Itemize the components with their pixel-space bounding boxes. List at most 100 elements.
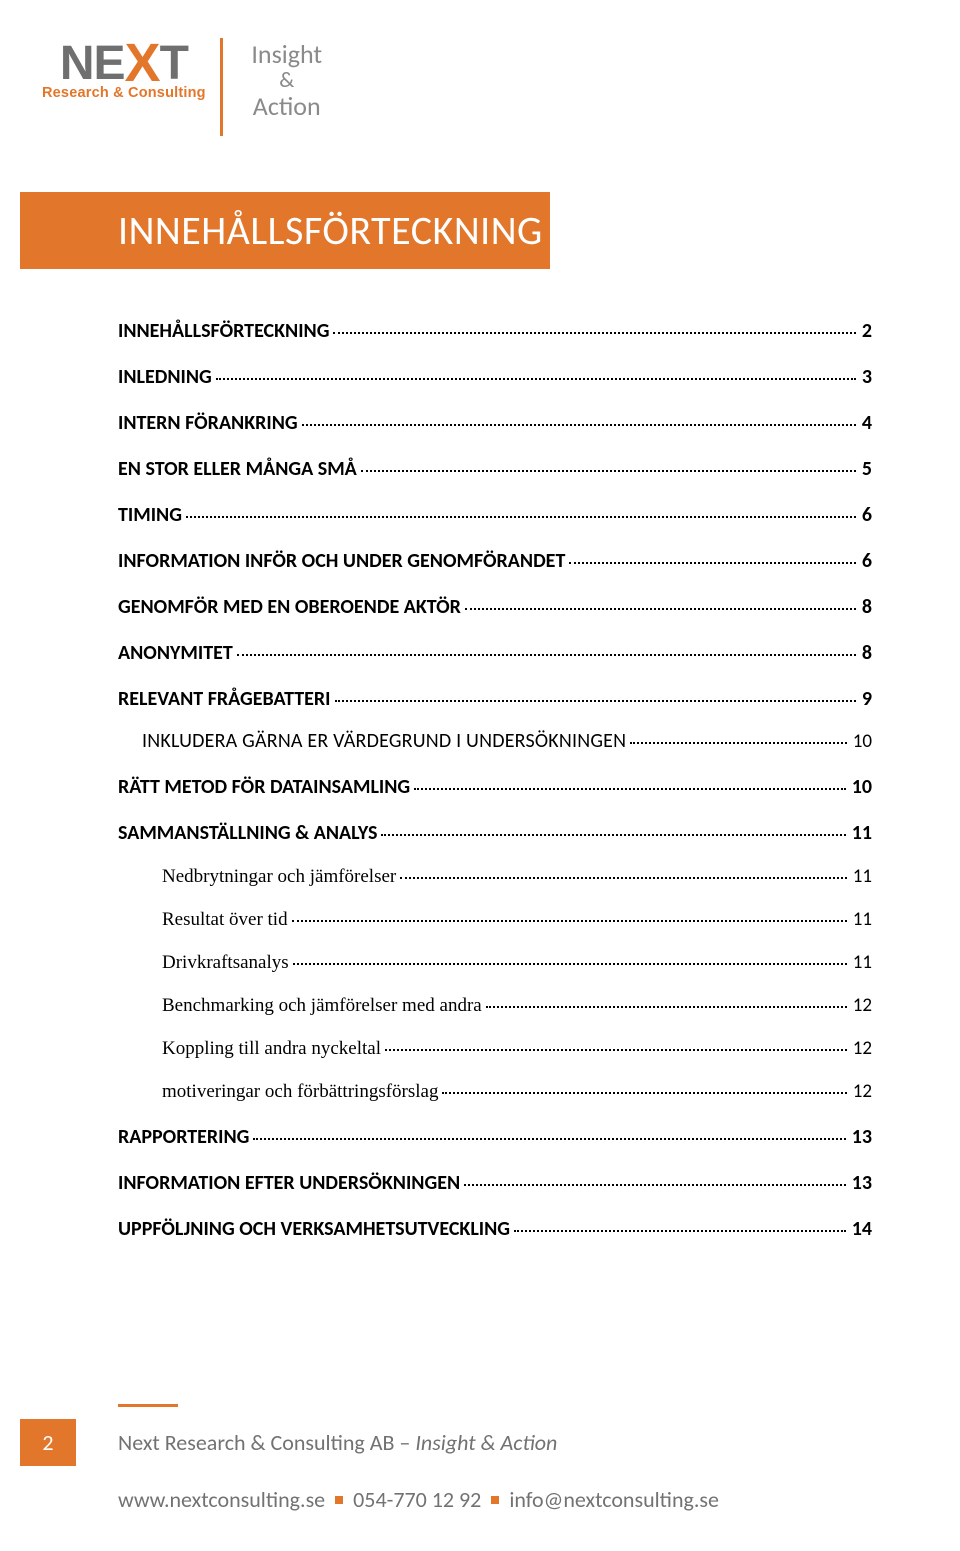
footer-rule xyxy=(118,1404,178,1407)
footer-company-line: Next Research & Consulting AB – Insight … xyxy=(76,1419,557,1466)
toc-page-number: 8 xyxy=(862,595,872,619)
toc-label: INTERN FÖRANKRING xyxy=(118,411,298,435)
toc-page-number: 11 xyxy=(853,951,872,974)
logo-divider xyxy=(220,38,223,136)
toc-row: INFORMATION EFTER UNDERSÖKNINGEN 13 xyxy=(118,1171,872,1195)
logo-left: NEXT Research & Consulting xyxy=(42,36,206,101)
toc-row: RELEVANT FRÅGEBATTERI 9 xyxy=(118,687,872,711)
toc-row: EN STOR ELLER MÅNGA SMÅ 5 xyxy=(118,457,872,481)
toc-leader xyxy=(442,1092,846,1094)
logo-text-post: T xyxy=(160,37,188,90)
toc-leader xyxy=(381,834,845,836)
toc-leader xyxy=(292,920,847,922)
footer-contact-line: www.nextconsulting.se 054-770 12 92 info… xyxy=(20,1466,920,1513)
toc-row: INKLUDERA GÄRNA ER VÄRDEGRUND I UNDERSÖK… xyxy=(118,729,872,753)
logo-right: Insight & Action xyxy=(237,36,337,120)
footer-top-row: 2 Next Research & Consulting AB – Insigh… xyxy=(20,1419,920,1466)
toc-label: Koppling till andra nyckeltal xyxy=(162,1038,381,1060)
toc-page-number: 3 xyxy=(862,365,872,389)
toc-row: ANONYMITET 8 xyxy=(118,641,872,665)
logo-right-top: Insight xyxy=(237,40,337,68)
footer-phone: 054-770 12 92 xyxy=(353,1486,481,1513)
toc-leader xyxy=(385,1049,847,1051)
toc-leader xyxy=(333,332,855,334)
toc-leader xyxy=(335,700,856,702)
toc-page-number: 11 xyxy=(853,908,872,931)
toc-label: INFORMATION EFTER UNDERSÖKNINGEN xyxy=(118,1171,460,1195)
toc-page-number: 2 xyxy=(862,319,872,343)
toc-label: Resultat över tid xyxy=(162,909,288,931)
toc-leader xyxy=(465,608,856,610)
toc-row: Nedbrytningar och jämförelser 11 xyxy=(118,865,872,888)
footer-company: Next Research & Consulting AB – xyxy=(118,1429,415,1456)
toc-label: SAMMANSTÄLLNING & ANALYS xyxy=(118,821,377,845)
toc-page-number: 5 xyxy=(862,457,872,481)
toc-leader xyxy=(302,424,856,426)
toc-leader xyxy=(514,1230,846,1232)
toc-label: UPPFÖLJNING OCH VERKSAMHETSUTVECKLING xyxy=(118,1217,510,1241)
footer-tagline: Insight & Action xyxy=(415,1429,557,1456)
toc-page-number: 12 xyxy=(853,994,872,1017)
toc-page-number: 11 xyxy=(852,821,872,845)
logo-right-bot: Action xyxy=(237,92,337,120)
table-of-contents: INNEHÅLLSFÖRTECKNING 2 INLEDNING 3 INTERN FÖ… xyxy=(118,319,872,1241)
toc-row: UPPFÖLJNING OCH VERKSAMHETSUTVECKLING 14 xyxy=(118,1217,872,1241)
toc-row: INNEHÅLLSFÖRTECKNING 2 xyxy=(118,319,872,343)
logo-wordmark: NEXT xyxy=(60,36,188,87)
toc-leader xyxy=(186,516,856,518)
toc-label: Benchmarking och jämförelser med andra xyxy=(162,995,482,1017)
toc-page-number: 12 xyxy=(853,1080,872,1103)
footer-website: www.nextconsulting.se xyxy=(118,1486,325,1513)
title-bar: INNEHÅLLSFÖRTECKNING xyxy=(20,192,550,269)
logo: NEXT Research & Consulting Insight & Act… xyxy=(42,36,337,136)
toc-row: RAPPORTERING 13 xyxy=(118,1125,872,1149)
toc-page-number: 8 xyxy=(862,641,872,665)
toc-page-number: 10 xyxy=(852,775,872,799)
toc-label: Nedbrytningar och jämförelser xyxy=(162,866,396,888)
toc-label: RELEVANT FRÅGEBATTERI xyxy=(118,687,331,711)
toc-leader xyxy=(414,788,846,790)
toc-page-number: 10 xyxy=(853,730,872,753)
page-number-box: 2 xyxy=(20,1419,76,1466)
toc-label: ANONYMITET xyxy=(118,641,233,665)
toc-label: TIMING xyxy=(118,503,182,527)
toc-leader xyxy=(237,654,856,656)
toc-row: Drivkraftsanalys11 xyxy=(118,951,872,974)
page-title: INNEHÅLLSFÖRTECKNING xyxy=(118,206,526,255)
logo-text-x: X xyxy=(125,33,160,93)
logo-text-pre: NE xyxy=(60,37,125,90)
toc-label: INKLUDERA GÄRNA ER VÄRDEGRUND I UNDERSÖK… xyxy=(142,729,626,753)
toc-label: RÄTT METOD FÖR DATAINSAMLING xyxy=(118,775,410,799)
toc-page-number: 13 xyxy=(852,1125,872,1149)
toc-row: TIMING 6 xyxy=(118,503,872,527)
toc-row: SAMMANSTÄLLNING & ANALYS 11 xyxy=(118,821,872,845)
toc-leader xyxy=(630,742,846,744)
toc-label: INNEHÅLLSFÖRTECKNING xyxy=(118,319,329,343)
toc-label: RAPPORTERING xyxy=(118,1125,249,1149)
toc-leader xyxy=(486,1006,847,1008)
toc-row: motiveringar och förbättringsförslag 12 xyxy=(118,1080,872,1103)
footer: 2 Next Research & Consulting AB – Insigh… xyxy=(20,1404,920,1513)
toc-row: RÄTT METOD FÖR DATAINSAMLING 10 xyxy=(118,775,872,799)
toc-page-number: 12 xyxy=(853,1037,872,1060)
toc-row: Koppling till andra nyckeltal 12 xyxy=(118,1037,872,1060)
page: NEXT Research & Consulting Insight & Act… xyxy=(0,0,960,1551)
footer-email: info@nextconsulting.se xyxy=(509,1486,719,1513)
toc-label: INLEDNING xyxy=(118,365,212,389)
toc-page-number: 11 xyxy=(853,865,872,888)
toc-row: INTERN FÖRANKRING4 xyxy=(118,411,872,435)
bullet-icon xyxy=(491,1496,499,1504)
toc-row: Resultat över tid 11 xyxy=(118,908,872,931)
toc-leader xyxy=(293,963,847,965)
toc-leader xyxy=(400,877,846,879)
toc-row: Benchmarking och jämförelser med andra 12 xyxy=(118,994,872,1017)
toc-label: GENOMFÖR MED EN OBEROENDE AKTÖR xyxy=(118,595,461,619)
toc-page-number: 6 xyxy=(862,503,872,527)
toc-page-number: 14 xyxy=(852,1217,872,1241)
toc-label: INFORMATION INFÖR OCH UNDER GENOMFÖRANDE… xyxy=(118,549,565,573)
toc-leader xyxy=(569,562,856,564)
toc-page-number: 9 xyxy=(862,687,872,711)
toc-label: motiveringar och förbättringsförslag xyxy=(162,1081,438,1103)
toc-label: EN STOR ELLER MÅNGA SMÅ xyxy=(118,457,357,481)
toc-page-number: 13 xyxy=(852,1171,872,1195)
